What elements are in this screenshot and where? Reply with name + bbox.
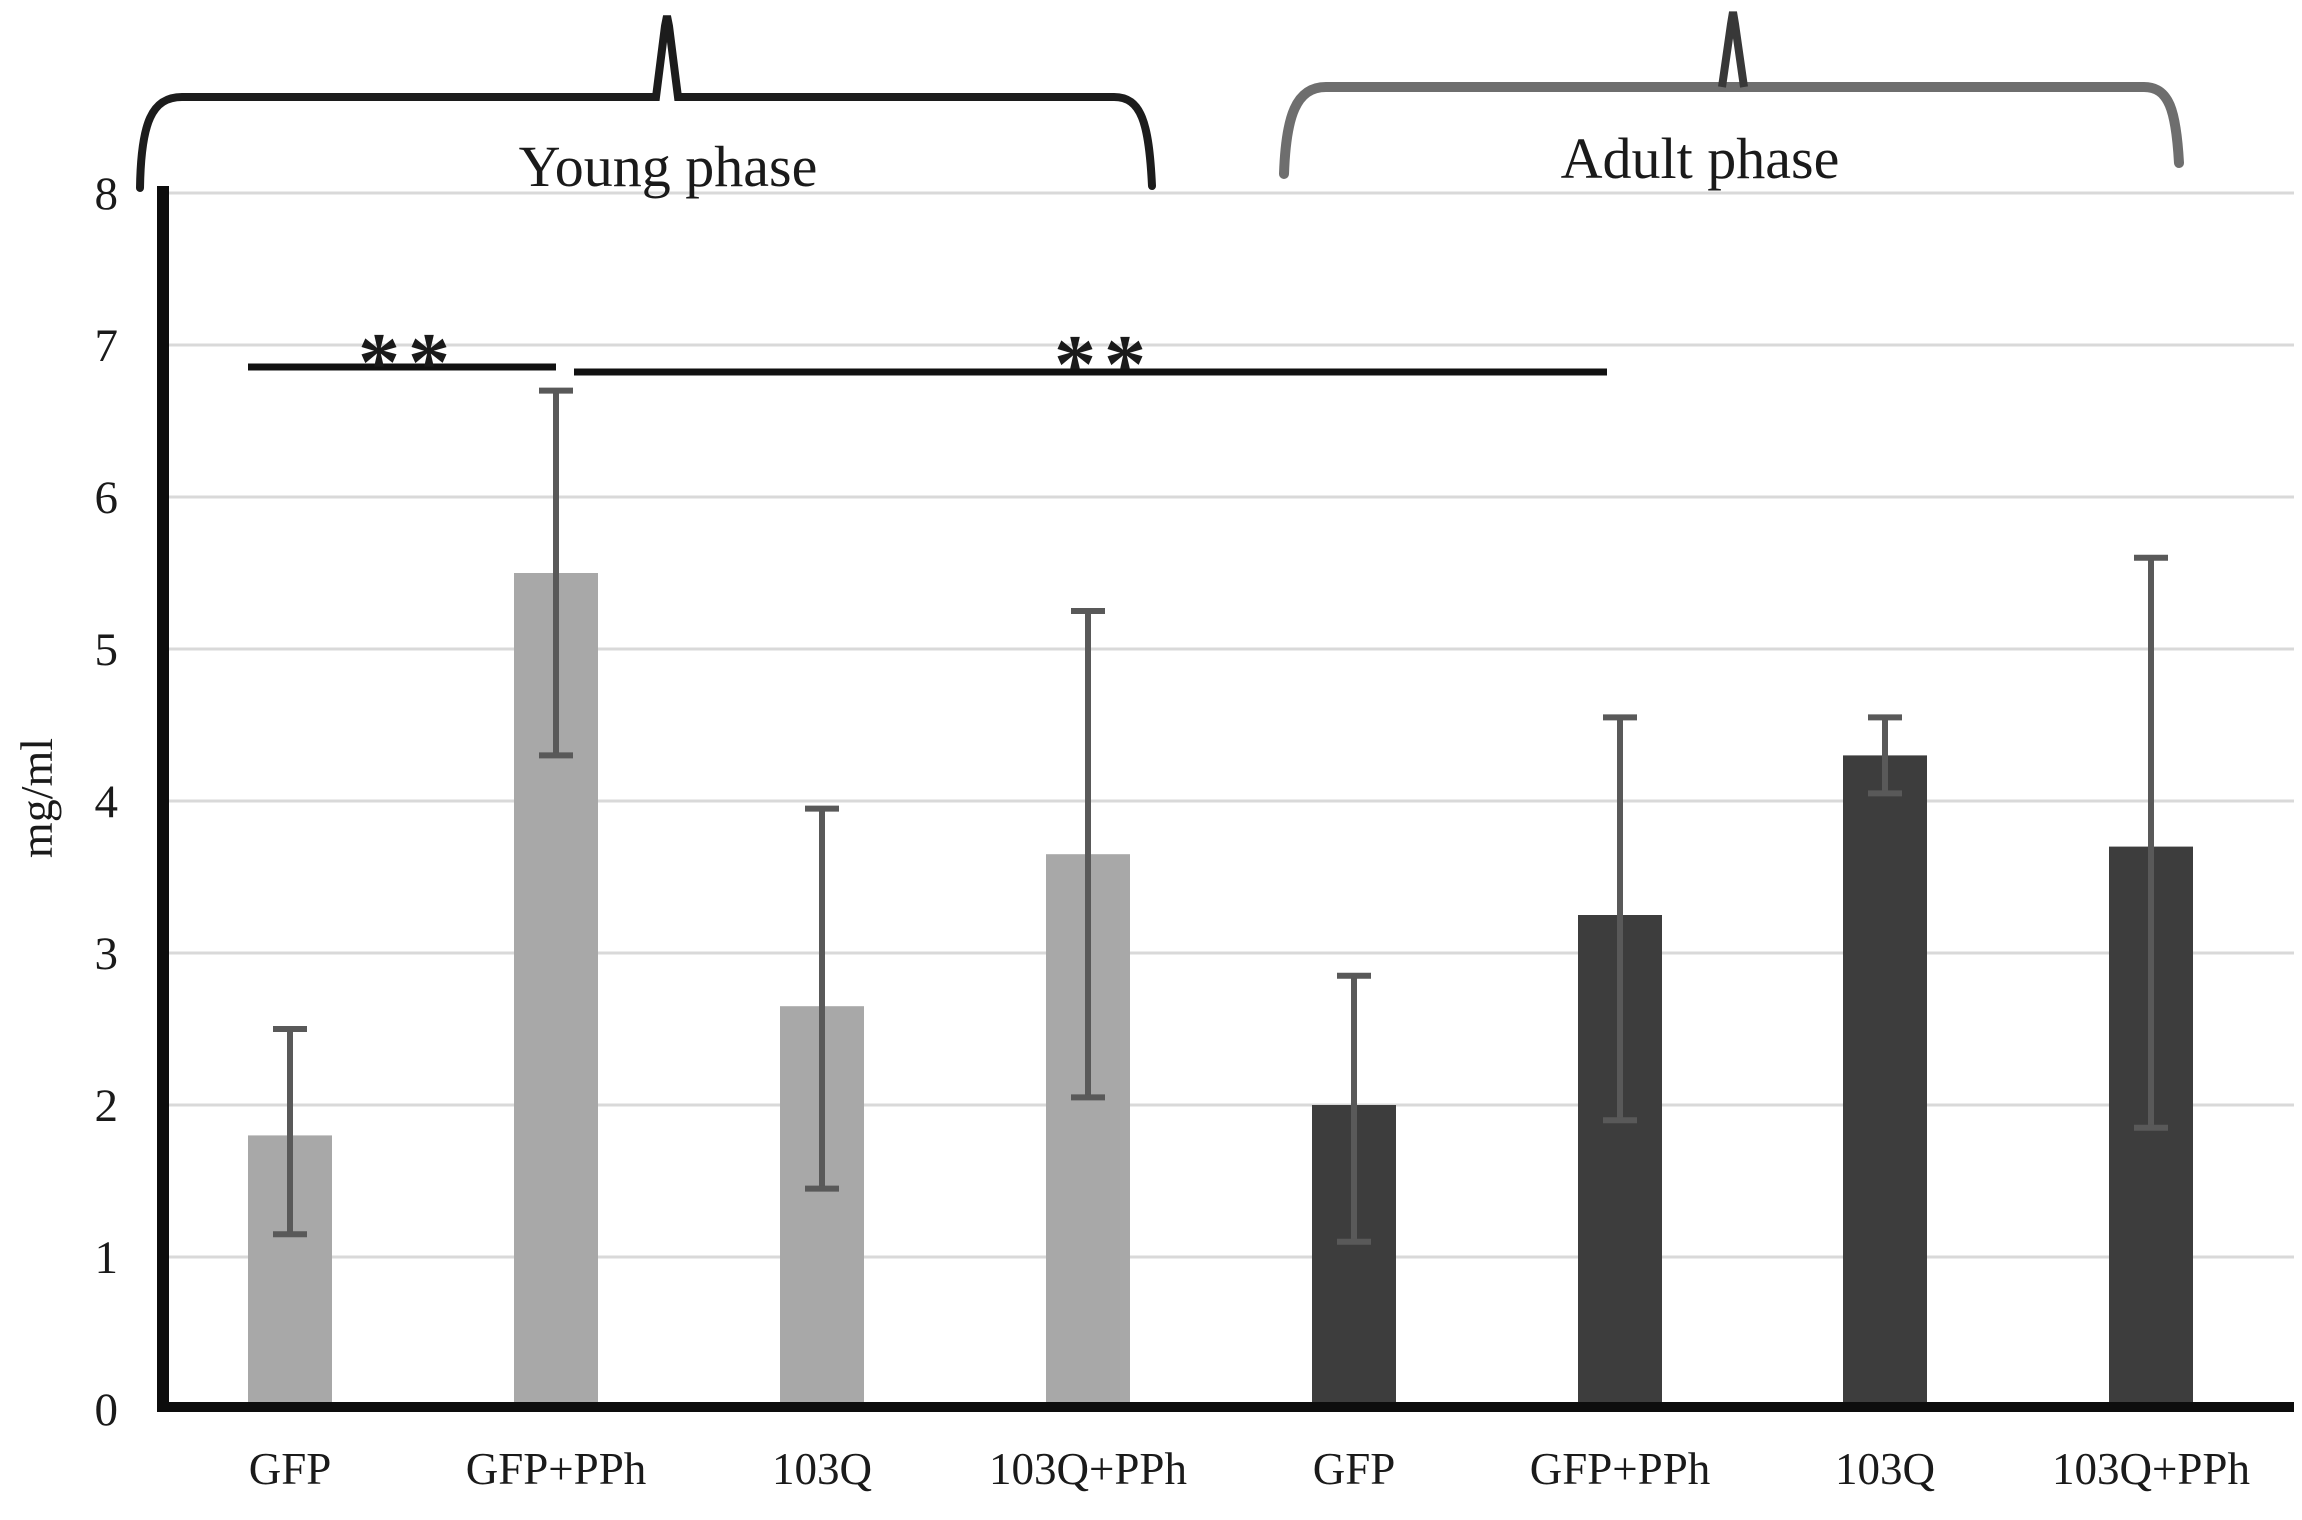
y-tick-label-3: 3 — [95, 928, 119, 980]
x-label-adult-103q: 103Q — [1835, 1444, 1935, 1494]
x-label-young-gfp: GFP — [249, 1444, 332, 1494]
x-axis-line — [157, 1402, 2294, 1412]
y-tick-label-4: 4 — [95, 776, 119, 828]
y-tick-label-6: 6 — [95, 472, 119, 524]
y-axis-title: mg/ml — [11, 738, 62, 858]
young-phase-label: Young phase — [519, 134, 818, 199]
young-phase-bracket — [136, 15, 1156, 192]
y-tick-label-0: 0 — [95, 1384, 119, 1436]
y-tick-label-2: 2 — [95, 1080, 119, 1132]
x-label-adult-gfp: GFP — [1313, 1444, 1396, 1494]
x-label-young-103q: 103Q — [772, 1444, 872, 1494]
x-label-adult-103q-pph: 103Q+PPh — [2052, 1444, 2250, 1494]
significance-label-2: ** — [1054, 318, 1154, 411]
x-label-young-103q-pph: 103Q+PPh — [989, 1444, 1187, 1494]
adult-phase-bracket-peak — [1718, 11, 1748, 88]
y-tick-label-8: 8 — [95, 168, 119, 220]
adult-phase-bracket — [1279, 82, 2184, 179]
significance-label-1: ** — [358, 316, 458, 409]
y-axis-line — [157, 186, 169, 1412]
bar-adult-103q — [1843, 755, 1927, 1411]
x-label-adult-gfp-pph: GFP+PPh — [1530, 1444, 1710, 1494]
y-tick-label-7: 7 — [95, 320, 119, 372]
x-label-young-gfp-pph: GFP+PPh — [466, 1444, 646, 1494]
y-tick-label-1: 1 — [95, 1232, 119, 1284]
adult-phase-label: Adult phase — [1561, 126, 1840, 191]
y-tick-label-5: 5 — [95, 624, 119, 676]
